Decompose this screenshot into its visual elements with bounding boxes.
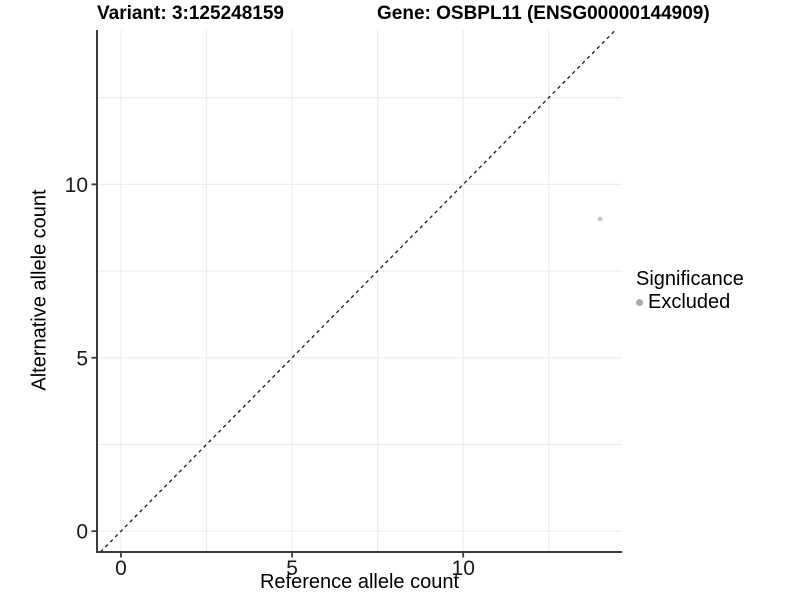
data-point [597, 216, 603, 222]
legend-item-label: Excluded [648, 291, 731, 313]
x-tick-label: 0 [115, 557, 127, 580]
y-tick-label: 5 [76, 347, 88, 370]
legend: Significance Excluded [636, 268, 744, 313]
legend-point-icon [636, 298, 643, 306]
x-tick-label: 5 [286, 557, 298, 580]
x-tick-label: 10 [452, 557, 475, 580]
x-axis-title: Reference allele count [259, 571, 459, 593]
legend-item-excluded: Excluded [636, 291, 744, 313]
y-tick-label: 10 [65, 174, 88, 197]
identity-dashed-line [99, 29, 616, 553]
plot-title-gene: Gene: OSBPL11 (ENSG00000144909) [377, 3, 710, 24]
y-tick-label: 0 [76, 521, 88, 544]
y-axis-title: Alternative allele count [28, 189, 51, 391]
legend-title: Significance [636, 268, 744, 290]
plot-title-variant: Variant: 3:125248159 [97, 3, 284, 24]
